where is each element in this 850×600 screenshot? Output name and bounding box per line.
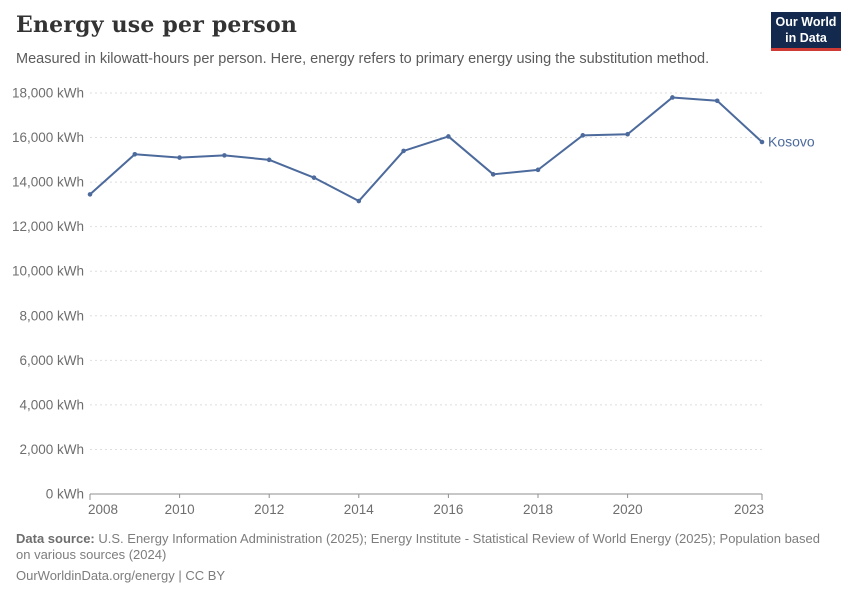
data-source-note: Data source: U.S. Energy Information Adm…	[16, 531, 820, 564]
x-axis-tick-label: 2016	[433, 502, 463, 517]
data-point	[132, 151, 138, 157]
data-point	[625, 131, 630, 137]
y-axis-tick-label: 18,000 kWh	[12, 86, 84, 101]
our-world-in-data-logo[interactable]: Our World in Data	[771, 12, 841, 51]
data-point	[222, 153, 227, 158]
chart-subtitle: Measured in kilowatt-hours per person. H…	[16, 51, 710, 67]
data-point	[87, 192, 93, 197]
x-axis-tick-label: 2020	[613, 502, 643, 517]
data-point	[535, 167, 541, 173]
data-point	[356, 198, 362, 204]
data-source-label: Data source:	[16, 531, 95, 546]
data-point	[266, 157, 272, 163]
y-axis-tick-label: 0 kWh	[46, 487, 84, 502]
x-axis-tick-label: 2012	[254, 502, 284, 517]
x-axis-tick-label: 2010	[165, 502, 195, 517]
data-point	[401, 148, 406, 154]
y-axis-tick-label: 14,000 kWh	[12, 175, 84, 190]
x-axis-tick-label: 2023	[734, 502, 764, 517]
license-note: OurWorldinData.org/energy | CC BY	[16, 568, 226, 583]
data-point	[446, 134, 451, 139]
y-axis-tick-label: 10,000 kWh	[12, 264, 84, 279]
x-axis-tick-label: 2014	[344, 502, 375, 517]
data-source-line1: U.S. Energy Information Administration (…	[98, 531, 820, 546]
logo-line1: Our World	[775, 15, 837, 29]
line-chart: 0 kWh 2,000 kWh 4,000 kWh 6,000 kWh 8,000 kW…	[12, 86, 815, 518]
data-point	[670, 95, 675, 100]
y-axis-tick-label: 6,000 kWh	[19, 353, 84, 368]
x-axis-tick-label: 2018	[523, 502, 553, 517]
data-point	[177, 155, 182, 160]
data-point	[759, 139, 765, 145]
chart-title: Energy use per person	[16, 12, 298, 38]
series-end-label: Kosovo	[768, 134, 815, 150]
y-axis-tick-label: 2,000 kWh	[19, 442, 84, 457]
y-axis-tick-label: 12,000 kWh	[12, 219, 84, 234]
data-line	[89, 96, 763, 203]
data-point	[580, 133, 586, 138]
x-axis-tick-label: 2008	[88, 502, 118, 517]
data-point	[490, 172, 496, 177]
y-axis-tick-label: 4,000 kWh	[19, 397, 84, 412]
y-axis-tick-label: 16,000 kWh	[12, 130, 84, 145]
data-point	[714, 98, 720, 104]
logo-line2: in Data	[785, 30, 827, 45]
y-axis-tick-label: 8,000 kWh	[19, 308, 84, 323]
data-source-line2: on various sources (2024)	[16, 547, 167, 563]
data-point	[311, 175, 317, 180]
